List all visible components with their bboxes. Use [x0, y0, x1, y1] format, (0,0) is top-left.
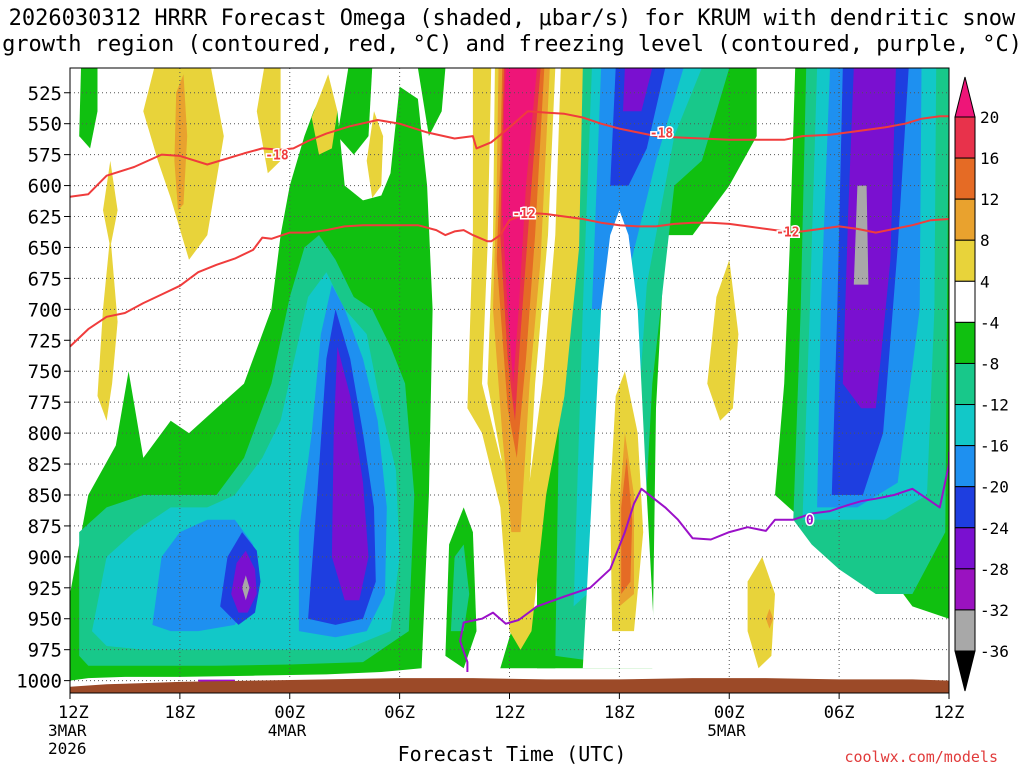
- contour-label-dgz_minus12: -12: [776, 225, 799, 240]
- omega-region-green_topleft: [79, 68, 98, 149]
- x-tick-year-0: 2026: [48, 739, 87, 758]
- contour-dgz_minus18: [70, 110, 949, 198]
- colorbar-label-13: -36: [980, 642, 1009, 661]
- omega-region-grey_ur: [853, 185, 869, 285]
- colorbar: 20 16 12 8 4 -4 -8 -12 -16 -20 -24 -28 -32 -36: [954, 76, 1009, 692]
- x-tick-date-36: 5MAR: [707, 721, 746, 740]
- colorbar-swatch-1: [954, 157, 976, 200]
- y-tick-label-725: 725: [28, 330, 62, 352]
- y-tick-label-675: 675: [28, 268, 62, 290]
- colorbar-label-12: -32: [980, 601, 1009, 620]
- y-tick-label-1000: 1000: [16, 671, 62, 693]
- omega-region-yellow2: [256, 68, 281, 174]
- contours: -18 -18 -12 -12 0: [70, 110, 949, 682]
- y-axis-ticks: 525 550 575 600 625 650 675 700 725 750 775 800 825 8…: [16, 83, 70, 693]
- colorbar-label-7: -12: [980, 396, 1009, 415]
- colorbar-label-9: -20: [980, 478, 1009, 497]
- contour-label-dgz_minus18: -18: [650, 126, 674, 141]
- colorbar-swatch-2: [954, 198, 976, 241]
- x-tick-label-48: 12Z: [934, 703, 965, 723]
- x-tick-label-30: 18Z: [604, 703, 635, 723]
- colorbar-swatch-3: [954, 239, 976, 282]
- colorbar-label-11: -28: [980, 560, 1009, 579]
- y-tick-label-550: 550: [28, 114, 62, 136]
- omega-region-purple_ur: [842, 68, 896, 409]
- colorbar-bottom-arrow: [954, 650, 976, 692]
- colorbar-label-8: -16: [980, 437, 1009, 456]
- omega-region-yellow_right2: [747, 556, 775, 669]
- chart-title-line-2: growth region (contoured, red, °C) and f…: [2, 32, 1022, 57]
- ground-fill: [70, 678, 949, 693]
- colorbar-label-1: 16: [980, 149, 999, 168]
- y-tick-label-975: 975: [28, 640, 62, 662]
- x-tick-label-36: 00Z: [714, 703, 745, 723]
- colorbar-swatch-12: [954, 609, 976, 652]
- colorbar-label-6: -8: [980, 354, 999, 373]
- x-tick-label-12: 00Z: [274, 703, 305, 723]
- x-tick-label-18: 06Z: [384, 703, 415, 723]
- colorbar-label-0: 20: [980, 108, 999, 127]
- contour-dgz_minus12: [70, 211, 949, 348]
- omega-region-purple_mid: [623, 68, 653, 112]
- y-tick-label-850: 850: [28, 485, 62, 507]
- y-tick-label-900: 900: [28, 547, 62, 569]
- omega-region-sea_low: [450, 544, 470, 632]
- omega-region-orange_dot: [765, 608, 774, 629]
- y-tick-label-600: 600: [28, 176, 62, 198]
- x-tick-label-6: 18Z: [165, 703, 196, 723]
- y-tick-label-750: 750: [28, 361, 62, 383]
- y-tick-label-525: 525: [28, 83, 62, 105]
- contour-label-dgz_minus18: -18: [265, 149, 289, 164]
- colorbar-label-5: -4: [980, 313, 999, 332]
- omega-region-green_top2: [337, 68, 373, 155]
- omega-region-purple2: [331, 346, 369, 601]
- contour-label-freezing_0: 0: [806, 514, 814, 529]
- x-tick-label-42: 06Z: [824, 703, 855, 723]
- y-tick-label-625: 625: [28, 207, 62, 229]
- colorbar-label-4: 4: [980, 272, 990, 291]
- x-tick-date-12: 4MAR: [268, 721, 307, 740]
- y-tick-label-650: 650: [28, 237, 62, 259]
- colorbar-label-3: 8: [980, 231, 990, 250]
- y-tick-label-875: 875: [28, 516, 62, 538]
- colorbar-swatch-11: [954, 568, 976, 611]
- x-axis-label: Forecast Time (UTC): [397, 742, 627, 766]
- colorbar-swatch-5: [954, 321, 976, 364]
- y-tick-label-700: 700: [28, 299, 62, 321]
- colorbar-swatch-7: [954, 404, 976, 447]
- omega-region-orange: [174, 74, 188, 211]
- omega-region-green_top3: [417, 68, 446, 137]
- omega-region-yellow3: [311, 74, 338, 155]
- ground-layer: [70, 678, 949, 693]
- y-tick-label-800: 800: [28, 423, 62, 445]
- contour-freezing_0: [459, 451, 949, 672]
- y-tick-label-925: 925: [28, 578, 62, 600]
- omega-region-yellow4: [97, 235, 118, 421]
- colorbar-swatch-10: [954, 527, 976, 570]
- x-tick-date-0: 3MAR: [48, 721, 87, 740]
- colorbar-top-arrow: [954, 76, 976, 118]
- y-tick-label-775: 775: [28, 392, 62, 414]
- colorbar-swatch-8: [954, 445, 976, 488]
- omega-region-grey: [242, 575, 250, 601]
- x-tick-label-24: 12Z: [494, 703, 525, 723]
- y-tick-label-575: 575: [28, 145, 62, 167]
- colorbar-swatch-9: [954, 486, 976, 529]
- site-credit: coolwx.com/models: [844, 748, 998, 766]
- chart-title-line-1: 2026030312 HRRR Forecast Omega (shaded, …: [8, 6, 1016, 31]
- colorbar-label-10: -24: [980, 519, 1009, 538]
- colorbar-swatch-0: [954, 116, 976, 159]
- y-tick-label-950: 950: [28, 609, 62, 631]
- contour-label-dgz_minus12: -12: [512, 207, 535, 222]
- omega-region-yellow_left: [103, 160, 118, 248]
- x-tick-label-0: 12Z: [58, 703, 89, 723]
- colorbar-swatch-4: [954, 280, 976, 323]
- colorbar-swatch-6: [954, 362, 976, 406]
- y-tick-label-825: 825: [28, 454, 62, 476]
- colorbar-label-2: 12: [980, 190, 999, 209]
- omega-region-magenta_core: [502, 68, 537, 384]
